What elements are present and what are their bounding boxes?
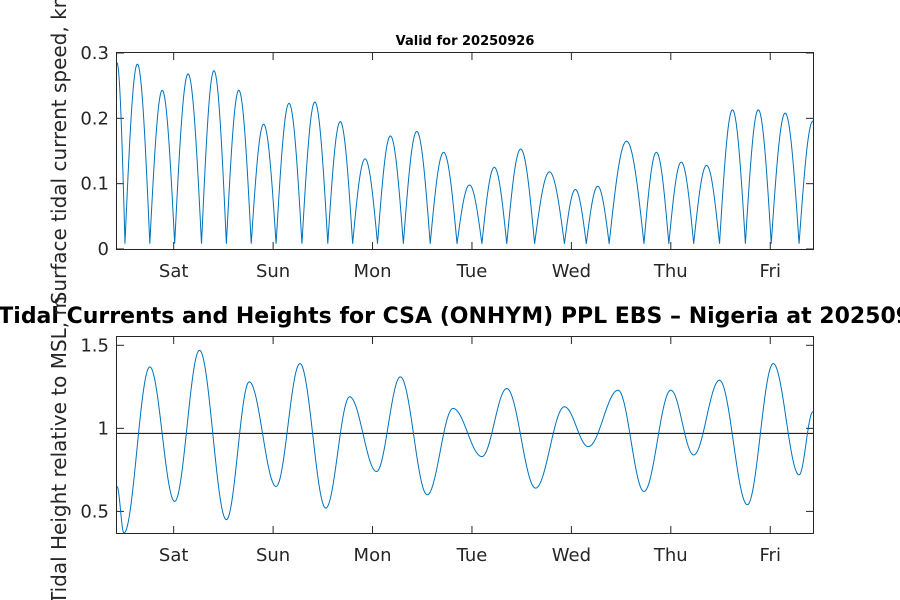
- x-tick-label: Mon: [354, 261, 392, 282]
- x-tick-label: Sun: [256, 261, 290, 282]
- height-axis-ticks: 0.5 1 1.5 Sat Sun Mon Tue Wed Thu Fri: [80, 335, 813, 566]
- current-y-axis-label: Surface tidal current speed, kn: [47, 0, 71, 304]
- chart-title-main: Tidal Currents and Heights for CSA (ONHY…: [0, 304, 900, 329]
- x-tick-label: Sat: [159, 261, 189, 282]
- y-tick-label: 0: [98, 239, 109, 260]
- y-tick-label: 0.5: [80, 501, 109, 522]
- current-speed-series: [116, 62, 814, 244]
- current-plot-area: [116, 52, 814, 250]
- y-tick-label: 1.5: [80, 335, 109, 356]
- x-tick-label: Sat: [159, 545, 189, 566]
- x-tick-label: Fri: [760, 261, 781, 282]
- height-y-axis-label: Tidal Height relative to MSL, m: [47, 296, 71, 600]
- x-tick-label: Fri: [760, 545, 781, 566]
- x-tick-label: Tue: [456, 545, 488, 566]
- x-tick-label: Tue: [456, 261, 488, 282]
- y-tick-label: 0.3: [80, 43, 109, 64]
- x-tick-label: Thu: [653, 545, 688, 566]
- x-tick-label: Wed: [552, 545, 591, 566]
- y-tick-label: 0.1: [80, 174, 109, 195]
- y-tick-label: 0.2: [80, 108, 109, 129]
- y-tick-label: 1: [98, 418, 109, 439]
- tidal-height-chart: Tidal Currents and Heights for CSA (ONHY…: [0, 296, 900, 600]
- height-plot-area: [116, 336, 814, 534]
- current-axis-ticks: 0 0.1 0.2 0.3 Sat Sun Mon Tue Wed Thu Fri: [80, 43, 813, 282]
- x-tick-label: Thu: [653, 261, 688, 282]
- x-tick-label: Wed: [552, 261, 591, 282]
- tidal-height-series: [116, 349, 814, 534]
- x-tick-label: Sun: [256, 545, 290, 566]
- x-tick-label: Mon: [354, 545, 392, 566]
- chart-title-valid: Valid for 20250926: [396, 34, 535, 49]
- current-speed-chart: Valid for 20250926 0 0.1 0.2 0.3 Sat Sun Mon Tu…: [47, 0, 814, 304]
